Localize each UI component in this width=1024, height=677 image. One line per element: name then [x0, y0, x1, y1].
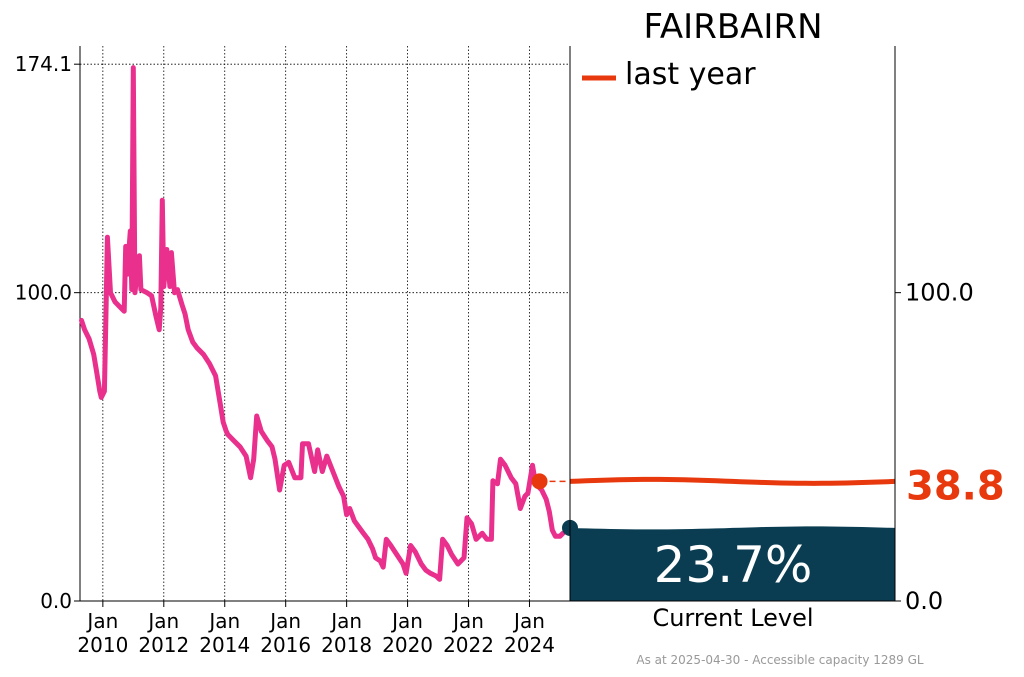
- chart-title: FAIRBAIRN: [643, 7, 822, 47]
- x-tick-label-month: Jan: [329, 609, 362, 633]
- grid-lines: [80, 46, 570, 601]
- x-tick-label-year: 2016: [260, 633, 311, 657]
- x-tick-label-month: Jan: [268, 609, 301, 633]
- x-tick-label-year: 2014: [199, 633, 250, 657]
- y-tick-label: 100.0: [15, 281, 72, 305]
- right-y-axis-ticks: 0.0 100.0: [895, 279, 974, 615]
- x-tick-label-year: 2010: [77, 633, 128, 657]
- x-tick-label-year: 2018: [321, 633, 372, 657]
- x-tick-label-month: Jan: [85, 609, 118, 633]
- last-year-level-line: [569, 476, 896, 486]
- x-tick-label-year: 2012: [138, 633, 189, 657]
- current-level-percent: 23.7%: [654, 536, 813, 594]
- last-year-marker: [531, 473, 548, 490]
- x-tick-label-month: Jan: [512, 609, 545, 633]
- storage-history-line: [79, 65, 566, 582]
- x-tick-label-month: Jan: [451, 609, 484, 633]
- legend-label: last year: [625, 57, 756, 92]
- y-tick-label: 174.1: [15, 52, 72, 76]
- x-tick-label-month: Jan: [207, 609, 240, 633]
- x-tick-label-month: Jan: [390, 609, 423, 633]
- right-y-tick-label: 100.0: [905, 279, 974, 307]
- footnote: As at 2025-04-30 - Accessible capacity 1…: [636, 653, 924, 667]
- current-level-fill: [570, 526, 895, 601]
- x-tick-label-year: 2022: [443, 633, 494, 657]
- x-tick-label-month: Jan: [146, 609, 179, 633]
- y-axis-ticks: 0.0 100.0 174.1: [15, 52, 80, 613]
- x-axis-ticks: Jan2010Jan2012Jan2014Jan2016Jan2018Jan20…: [77, 601, 555, 657]
- right-y-tick-label: 0.0: [905, 587, 943, 615]
- current-level-label: Current Level: [652, 604, 813, 632]
- x-tick-label-year: 2020: [382, 633, 433, 657]
- x-tick-label-year: 2024: [504, 633, 555, 657]
- y-tick-label: 0.0: [40, 589, 72, 613]
- current-level-panel: [570, 46, 895, 601]
- last-year-value: 38.8: [906, 463, 1005, 509]
